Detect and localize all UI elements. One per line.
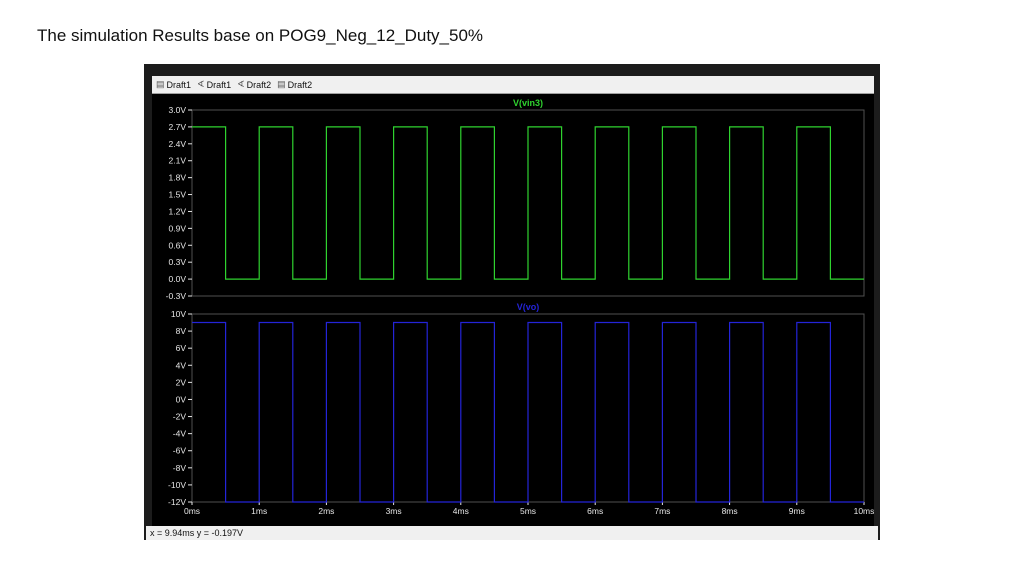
y-tick-label-bottom: -6V [173,446,187,456]
y-tick-label-top: 1.2V [169,206,187,216]
tab-label: Draft2 [246,79,272,90]
y-tick-label-top: 3.0V [169,105,187,115]
probe-icon: ∢ [237,79,245,89]
schematic-icon: ▤ [156,79,165,89]
y-tick-label-bottom: -2V [173,412,187,422]
cursor-readout: x = 9.94ms y = -0.197V [150,528,244,538]
y-tick-label-bottom: -10V [168,480,186,490]
tab-label: Draft1 [166,79,192,90]
y-tick-label-top: 2.7V [169,122,187,132]
x-tick-label: 4ms [453,506,469,516]
series-line-bottom [192,321,864,503]
slide-title: The simulation Results base on POG9_Neg_… [37,26,484,45]
tab-draft1-probe[interactable]: ∢ Draft1 [197,79,231,90]
simulator-window: ▤ Draft1 ∢ Draft1 ∢ Draft2 ▤ Draft2 V(vi… [144,64,880,540]
x-tick-label: 2ms [318,506,334,516]
y-tick-label-bottom: 2V [176,377,187,387]
tab-draft2-probe[interactable]: ∢ Draft2 [237,79,271,90]
x-tick-label: 6ms [587,506,603,516]
plot-title-bottom: V(vo) [517,302,540,312]
y-tick-label-bottom: -4V [173,429,187,439]
y-tick-label-top: 0.3V [169,257,187,267]
y-tick-label-bottom: -12V [168,497,186,507]
x-tick-label: 7ms [654,506,670,516]
series-line-top [192,126,864,280]
x-tick-label: 0ms [184,506,200,516]
y-tick-label-bottom: 6V [176,343,187,353]
plot-frame-top [191,109,865,297]
y-tick-label-top: 0.0V [169,274,187,284]
y-tick-label-bottom: -8V [173,463,187,473]
x-tick-label: 8ms [722,506,738,516]
y-tick-label-top: 1.8V [169,173,187,183]
waveform-plots[interactable]: V(vin3) 3.0V 2.7V 2.4V 2.1V 1.8V 1.5V 1.2V 0.9V 0… [152,94,875,538]
probe-icon: ∢ [197,79,205,89]
tab-draft1-schematic[interactable]: ▤ Draft1 [156,79,191,90]
plot-title-top: V(vin3) [513,98,543,108]
y-tick-label-top: 2.1V [169,156,187,166]
y-tick-label-bottom: 8V [176,326,187,336]
y-tick-label-bottom: 0V [176,394,187,404]
y-tick-label-top: 0.9V [169,223,187,233]
x-tick-label: 3ms [386,506,402,516]
waveform-viewer[interactable]: V(vin3) 3.0V 2.7V 2.4V 2.1V 1.8V 1.5V 1.2V 0.9V 0… [152,94,874,538]
x-tick-label: 9ms [789,506,805,516]
x-tick-label: 10ms [854,506,874,516]
cursor-status-bar: x = 9.94ms y = -0.197V [146,526,878,540]
y-tick-label-top: -0.3V [166,291,187,301]
y-tick-label-top: 2.4V [169,139,187,149]
x-tick-label: 1ms [251,506,267,516]
tab-label: Draft2 [287,79,313,90]
x-tick-label: 5ms [520,506,536,516]
y-tick-label-top: 1.5V [169,190,187,200]
window-tab-bar: ▤ Draft1 ∢ Draft1 ∢ Draft2 ▤ Draft2 [152,76,874,94]
waveform-icon: ▤ [277,79,286,89]
tab-label: Draft1 [206,79,232,90]
y-tick-label-bottom: 4V [176,360,187,370]
y-tick-label-top: 0.6V [169,240,187,250]
tab-draft2-waveform[interactable]: ▤ Draft2 [277,79,312,90]
y-tick-label-bottom: 10V [171,309,186,319]
